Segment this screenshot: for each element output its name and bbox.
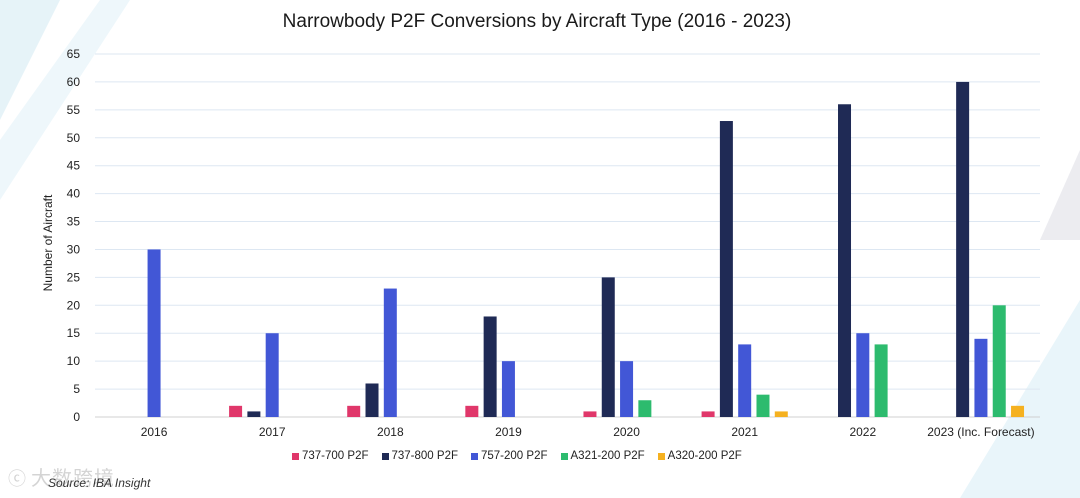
bar	[719, 121, 733, 417]
y-tick-label: 25	[67, 270, 81, 284]
y-tick-label: 35	[67, 215, 81, 229]
legend-label: 737-700 P2F	[302, 450, 369, 462]
legend-item: A321-200 P2F	[560, 450, 645, 462]
legend-swatch	[292, 452, 299, 460]
x-tick-label: 2021	[731, 425, 758, 439]
bar	[756, 394, 770, 417]
y-tick-label: 30	[67, 242, 81, 256]
legend-swatch	[471, 452, 478, 460]
legend-swatch	[381, 452, 389, 460]
x-tick-label: 2019	[495, 425, 522, 439]
bar	[483, 316, 497, 417]
bar	[974, 338, 988, 417]
bar	[992, 305, 1006, 417]
legend-item: 757-200 P2F	[471, 450, 548, 462]
bar	[738, 344, 752, 417]
bar	[365, 383, 379, 417]
y-tick-label: 0	[73, 410, 80, 424]
legend-label: 737-800 P2F	[391, 450, 459, 462]
bar	[147, 249, 161, 417]
legend-item: 737-800 P2F	[381, 450, 459, 462]
y-tick-label: 40	[67, 187, 81, 201]
legend-swatch	[657, 452, 665, 460]
bar	[874, 344, 888, 417]
x-tick-label: 2023 (Inc. Forecast)	[927, 425, 1034, 439]
source-note: Source: IBA Insight	[48, 476, 151, 490]
bar	[347, 405, 361, 417]
legend-swatch	[560, 452, 568, 460]
bar	[265, 333, 279, 417]
chart-title: Narrowbody P2F Conversions by Aircraft T…	[282, 11, 792, 32]
legend-label: A320-200 P2F	[667, 450, 742, 462]
y-tick-label: 15	[67, 326, 81, 340]
bar	[838, 104, 852, 417]
bar	[774, 411, 788, 417]
x-tick-label: 2018	[377, 425, 404, 439]
bar	[1011, 405, 1025, 417]
legend-label: 757-200 P2F	[481, 450, 548, 462]
bar	[583, 411, 597, 417]
watermark-logo-icon: ⓒ	[8, 469, 27, 489]
y-tick-label: 5	[73, 382, 80, 396]
bar	[638, 400, 652, 417]
legend-label: A321-200 P2F	[570, 450, 645, 462]
bar	[620, 361, 634, 417]
bar	[247, 411, 261, 417]
y-tick-label: 20	[67, 298, 81, 312]
watermark-text: 大数跨境	[31, 468, 115, 490]
y-tick-label: 10	[67, 354, 81, 368]
watermark: ⓒ 大数跨境	[8, 462, 115, 491]
x-tick-label: 2020	[613, 425, 640, 439]
bar	[601, 277, 615, 417]
legend-item: 737-700 P2F	[292, 450, 369, 462]
y-tick-label: 65	[67, 47, 81, 61]
x-tick-label: 2022	[849, 425, 876, 439]
y-tick-label: 55	[67, 103, 81, 117]
y-tick-label: 45	[67, 159, 81, 173]
x-tick-label: 2016	[141, 425, 168, 439]
y-tick-label: 60	[67, 75, 81, 89]
legend-item: A320-200 P2F	[657, 450, 742, 462]
bar	[856, 333, 870, 417]
bar	[465, 405, 479, 417]
chart-legend: 737-700 P2F 737-800 P2F 757-200 P2F A321-20…	[292, 448, 755, 464]
x-tick-label: 2017	[259, 425, 286, 439]
bar	[956, 81, 970, 417]
y-tick-label: 50	[67, 131, 81, 145]
bar	[383, 288, 397, 417]
bar	[501, 361, 515, 417]
bar	[701, 411, 715, 417]
bar	[229, 405, 243, 417]
